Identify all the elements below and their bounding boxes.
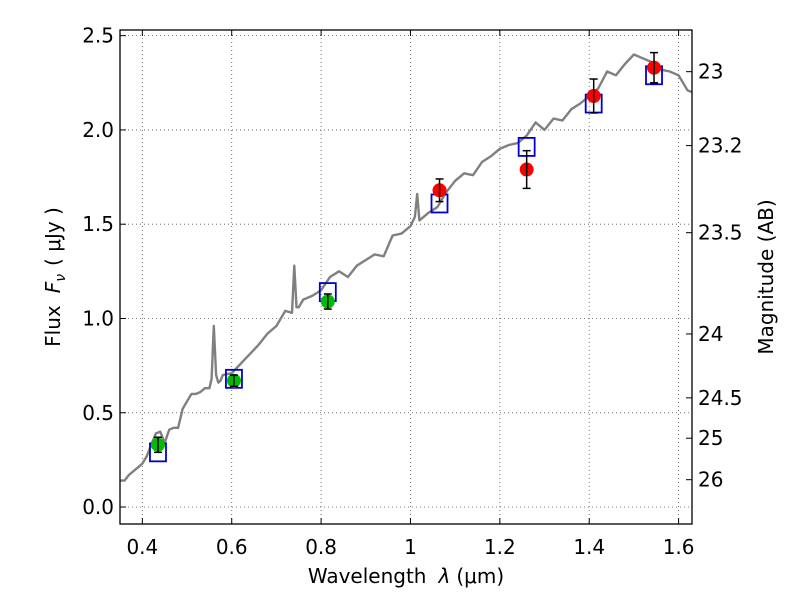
y-tick-label: 0.0 xyxy=(82,495,114,519)
plot-area xyxy=(120,30,692,524)
y2-tick-label: 25 xyxy=(698,426,723,450)
y2-tick-label: 23.2 xyxy=(698,134,743,158)
y2-tick-label: 23.5 xyxy=(698,221,743,245)
x-tick-label: 0.4 xyxy=(126,535,158,559)
x-tick-label: 1 xyxy=(404,535,417,559)
x-tick-label: 0.6 xyxy=(216,535,248,559)
y-axis-label: FluxFν( μJy ) xyxy=(41,207,69,347)
y-tick-label: 1.5 xyxy=(82,212,114,236)
plot-frame xyxy=(119,29,693,525)
x-tick-label: 1.4 xyxy=(573,535,605,559)
axis-ticks: 0.4 0.6 0.8 1 1.2 1.4 1.6 0.0 0.5 1.0 1.5 2.0 2.5 23 2… xyxy=(82,24,742,559)
x-tick-label: 1.2 xyxy=(484,535,516,559)
y2-tick-label: 24 xyxy=(698,322,723,346)
y2-tick-label: 23 xyxy=(698,60,723,84)
y-tick-label: 0.5 xyxy=(82,401,114,425)
y-tick-label: 1.0 xyxy=(82,306,114,330)
x-tick-label: 0.8 xyxy=(305,535,337,559)
model-box xyxy=(225,368,243,389)
y-tick-label: 2.5 xyxy=(82,24,114,48)
y2-tick-label: 26 xyxy=(698,468,723,492)
grid-lines xyxy=(120,30,692,524)
data-series xyxy=(120,51,692,482)
x-tick-label: 1.6 xyxy=(663,535,695,559)
x-axis-label: Wavelength λ (μm) xyxy=(308,564,504,588)
y2-axis-label: Magnitude (AB) xyxy=(754,199,778,354)
y-tick-label: 2.0 xyxy=(82,118,114,142)
spectrum-line xyxy=(120,53,692,482)
y2-tick-label: 24.5 xyxy=(698,386,743,410)
